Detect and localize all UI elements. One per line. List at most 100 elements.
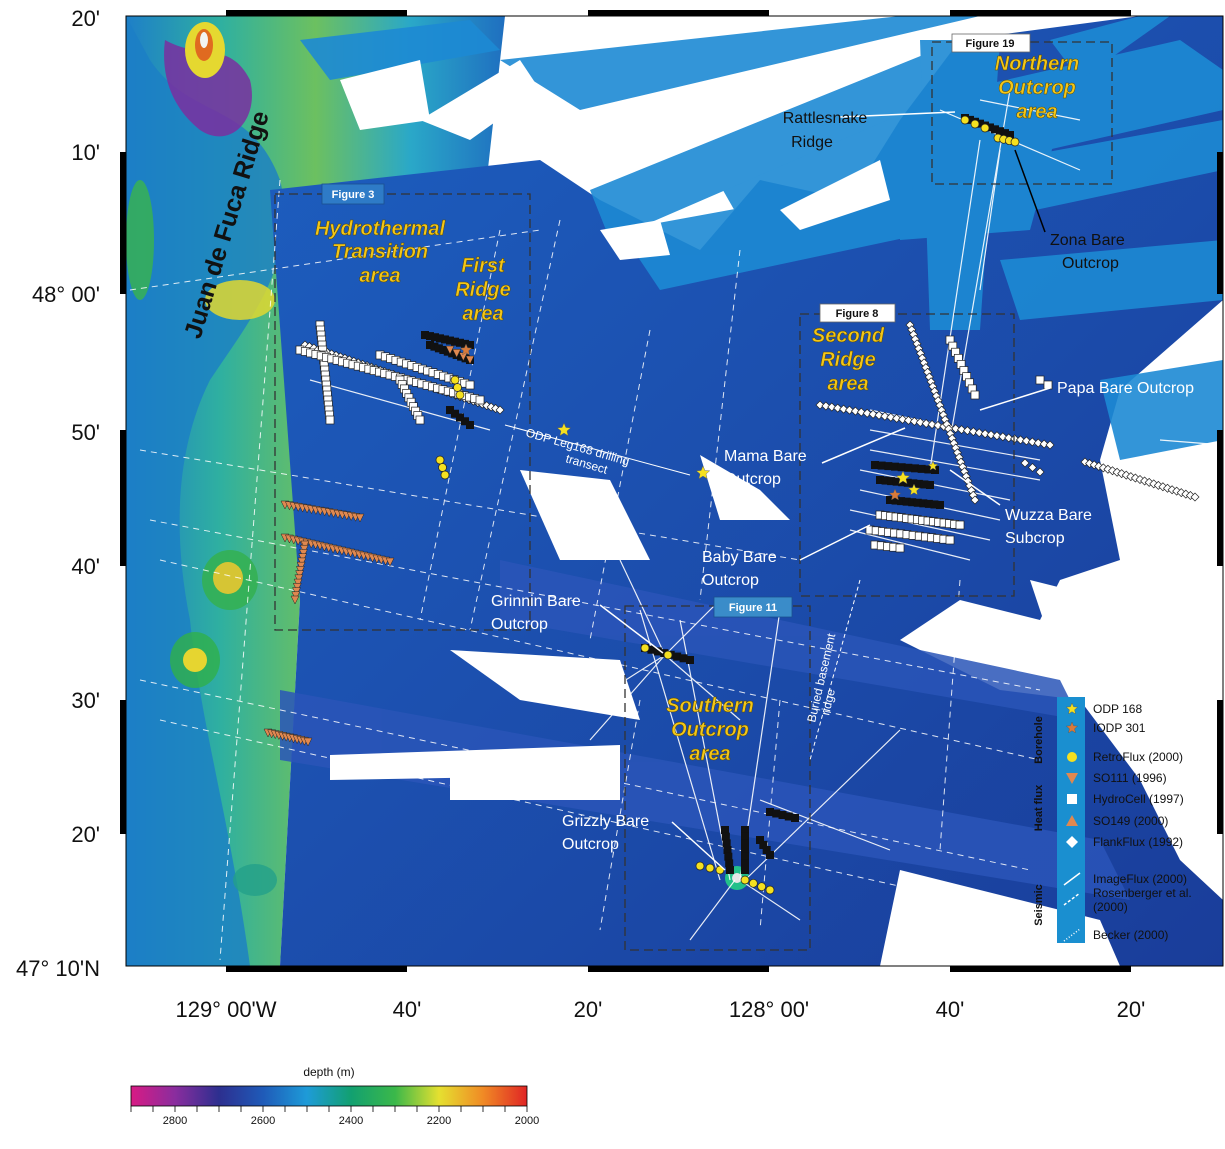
borehole-star (907, 483, 921, 496)
borehole-markers (459, 343, 939, 501)
station-marker (913, 498, 922, 507)
station-marker (1028, 463, 1037, 472)
latitude-tick-label: 10' (71, 140, 100, 165)
station-marker (766, 808, 774, 816)
station-marker (996, 127, 1004, 136)
area-label-first-ridge: area (462, 303, 503, 325)
station-marker (970, 119, 980, 129)
site-label-grinnin: Outcrop (491, 616, 548, 633)
legend-label: ImageFlux (2000) (1093, 872, 1187, 886)
station-marker (920, 480, 929, 489)
station-marker (1045, 440, 1055, 450)
station-marker (765, 885, 775, 895)
station-marker (1010, 137, 1020, 147)
station-marker (431, 333, 439, 342)
station-marker (653, 647, 662, 656)
station-marker (740, 875, 750, 885)
longitude-tick-label: 40' (393, 997, 422, 1022)
colorbar-tick-label: 2400 (339, 1115, 363, 1127)
station-marker (839, 404, 849, 414)
station-marker (475, 395, 485, 405)
station-marker (705, 863, 715, 873)
station-marker (1004, 433, 1014, 443)
station-marker (456, 338, 464, 347)
station-marker (891, 462, 899, 471)
left-bar-segment (120, 430, 126, 566)
station-marker (974, 428, 984, 438)
station-marker (844, 405, 854, 415)
station-marker (1027, 437, 1037, 447)
station-marker (1016, 435, 1026, 445)
station-marker (998, 432, 1008, 442)
station-marker (415, 415, 425, 425)
station-marker (445, 345, 455, 355)
station-marker (446, 406, 454, 414)
station-marker (924, 499, 933, 508)
borehole-star (888, 488, 902, 501)
station-marker (726, 866, 734, 874)
longitude-tick-label: 20' (574, 997, 603, 1022)
station-marker (966, 115, 974, 124)
latitude-tick-label: 40' (71, 554, 100, 579)
longitude-tick-label: 20' (1117, 997, 1146, 1022)
station-marker (986, 430, 996, 440)
station-marker (461, 417, 469, 426)
station-marker (757, 882, 767, 892)
station-marker (450, 375, 460, 385)
station-marker (1035, 467, 1045, 477)
leader-lines (599, 111, 1051, 871)
station-marker (827, 402, 837, 412)
station-marker (385, 557, 395, 567)
heat-flux-stations (263, 114, 1200, 895)
latitude-tick-label: 20' (71, 6, 100, 31)
station-marker (902, 497, 911, 506)
station-marker (438, 463, 447, 472)
station-marker (741, 866, 749, 874)
station-marker (721, 826, 729, 834)
station-marker (850, 406, 860, 416)
site-label-rattlesnake: Ridge (791, 134, 833, 151)
area-label-hydrothermal: area (359, 265, 400, 287)
legend-symbol (1066, 836, 1078, 848)
figure-11-label: Figure 11 (729, 602, 777, 614)
station-marker (756, 836, 764, 844)
top-bar-segment (950, 10, 1131, 16)
station-marker (441, 335, 449, 344)
coordinate-bars (120, 10, 1223, 972)
station-marker (955, 520, 965, 530)
station-marker (325, 415, 335, 425)
legend-group-borehole: Borehole (1033, 716, 1045, 764)
latitude-tick-label: 48° 00' (32, 282, 100, 307)
station-marker (430, 342, 439, 351)
legend-label: FlankFlux (1992) (1093, 835, 1183, 849)
site-label-grizzly: Grizzly Bare (562, 813, 649, 830)
figure-3-box (274, 193, 531, 631)
station-marker (886, 412, 896, 422)
station-marker (663, 650, 673, 660)
figure-19-label: Figure 19 (966, 38, 1015, 50)
station-marker (1020, 458, 1030, 468)
legend-symbol (1063, 892, 1081, 906)
latitude-tick-label: 30' (71, 688, 100, 713)
station-marker (435, 455, 445, 465)
legend-label: SO149 (2000) (1093, 814, 1168, 828)
station-marker (686, 656, 694, 664)
legend-label: HydroCell (1997) (1093, 792, 1184, 806)
station-marker (980, 429, 990, 439)
colorbar-tick-label: 2200 (427, 1115, 451, 1127)
station-marker (455, 390, 465, 400)
area-label-first-ridge: Ridge (455, 279, 511, 301)
station-marker (466, 421, 474, 429)
station-marker (673, 652, 682, 661)
station-marker (874, 410, 884, 420)
station-marker (986, 123, 994, 132)
station-marker (466, 341, 474, 349)
depth-colorbar: depth (m) 2800 2600 2400 2200 2000 (130, 1065, 539, 1127)
legend-group-seismic: Seismic (1033, 884, 1045, 926)
site-label-mama: Mama Bare (724, 448, 807, 465)
station-marker (833, 403, 843, 413)
station-marker (426, 332, 434, 341)
figure-3-tab: Figure 3 (321, 183, 385, 205)
legend-symbol (1066, 773, 1078, 784)
